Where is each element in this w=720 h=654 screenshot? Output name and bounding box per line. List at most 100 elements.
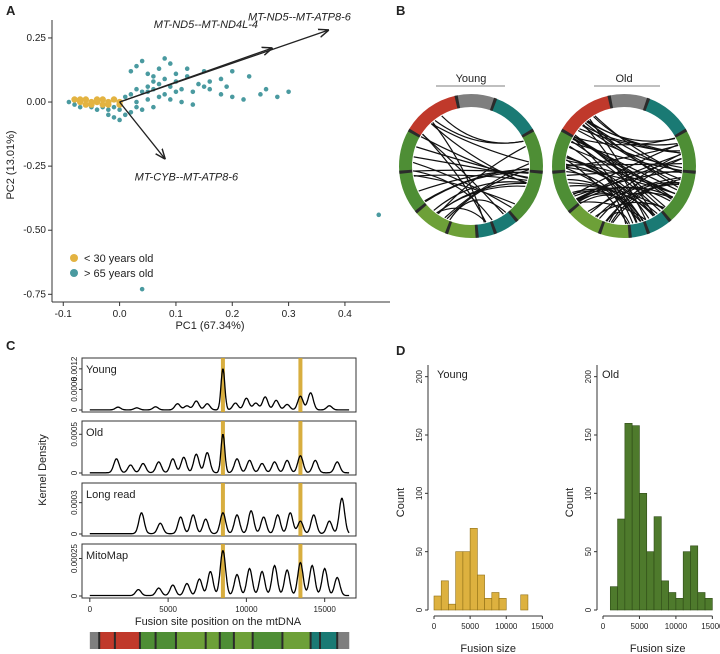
data-point-young [82, 96, 90, 103]
chord-link [413, 174, 516, 205]
chord-link [413, 156, 529, 178]
y-axis-label-c: Kernel Density [37, 434, 49, 506]
data-point-old [179, 99, 184, 105]
histogram-bar [624, 423, 633, 611]
y-tick-label-c: 0.00025 [70, 543, 79, 572]
histogram-bar [455, 551, 464, 611]
data-point-old [139, 89, 145, 95]
data-point-old [224, 84, 229, 89]
density-series-label: Old [86, 427, 103, 439]
x-tick-label-d: 15000 [701, 622, 720, 631]
x-axis-label-a: PC1 (67.34%) [175, 320, 244, 332]
chord-segment-grey [456, 94, 496, 111]
y-tick-label-d: 100 [415, 486, 424, 500]
loading-label: MT-ND5--MT-ATP8-6 [248, 11, 352, 23]
chord-boundary [444, 220, 453, 235]
histogram-bar [682, 551, 691, 611]
chord-boundary [627, 224, 632, 238]
loading-arrow [119, 101, 165, 158]
genome-segment [139, 632, 156, 649]
chord-link [577, 129, 683, 169]
chord-segment-green-left [552, 130, 579, 213]
x-tick-label-d: 0 [432, 622, 437, 631]
histogram-bar [609, 586, 618, 611]
genome-segment [99, 632, 115, 649]
histogram-bar [433, 595, 442, 611]
chord-link [610, 183, 680, 223]
chord-boundary [660, 210, 672, 223]
density-curve [89, 368, 350, 411]
histogram-bar [697, 592, 706, 611]
chord-boundary [682, 169, 696, 174]
histogram-bar [646, 551, 655, 611]
histogram-bar [462, 551, 471, 611]
histogram-bar [704, 598, 713, 611]
data-point-old [145, 84, 151, 89]
data-point-old [168, 61, 173, 66]
density-frame [81, 482, 357, 537]
data-point-old [145, 71, 151, 77]
density-panel-mitomap: 0 0.00025 MitoMap [70, 543, 357, 599]
legend-a: < 30 years old > 65 years old [70, 253, 153, 280]
chord-link [431, 123, 530, 163]
data-point-old [128, 68, 134, 74]
x-tick-label-c: 5000 [159, 605, 177, 614]
genome-segment [175, 632, 206, 649]
x-axis-label-d: Fusion size [630, 643, 686, 654]
y-tick-label-c: 0.0006 [70, 377, 79, 402]
histogram-bar [690, 545, 699, 611]
data-point-old [218, 76, 224, 82]
density-curve [89, 497, 350, 535]
data-point-young [99, 96, 106, 103]
data-point-old [190, 89, 196, 95]
x-tick-label-d: 5000 [631, 622, 649, 631]
y-tick-label-a: -0.25 [23, 161, 46, 172]
density-curve [89, 433, 350, 474]
data-point-old [122, 94, 128, 100]
chord-segment-teal-bottom [629, 211, 671, 238]
legend-swatch-young [70, 254, 78, 262]
data-point-old [94, 107, 100, 113]
chord-link [449, 199, 507, 221]
chord-boundary [529, 169, 543, 174]
histogram-bar [653, 516, 662, 611]
genome-segment [114, 632, 140, 649]
chord-segment-red [408, 95, 459, 137]
y-tick-label-c: 0 [70, 407, 79, 412]
data-point-old [111, 104, 117, 110]
x-axis-label-c: Fusion site position on the mtDNA [135, 616, 302, 628]
data-point-young [82, 101, 90, 108]
chord-link [575, 153, 682, 200]
data-point-old [139, 58, 145, 64]
chord-link [565, 159, 629, 225]
x-tick-label-a: 0.1 [169, 309, 183, 320]
chord-diagram-old [552, 93, 696, 238]
data-point-old [246, 74, 252, 79]
chord-link [574, 169, 682, 197]
histogram-bar [661, 580, 669, 611]
chord-link [572, 137, 672, 200]
chord-segment-green-bottom [568, 203, 631, 238]
chord-segment-green-right [508, 130, 543, 222]
data-point-old [151, 74, 156, 79]
y-axis-label-d: Count [564, 488, 576, 517]
panel-label-a: A [6, 3, 16, 18]
density-frame [81, 420, 357, 476]
x-tick-label-a: -0.1 [55, 309, 73, 320]
chord-link [612, 178, 681, 224]
loading-arrow [119, 30, 328, 103]
data-point-old [134, 104, 139, 110]
data-point-old [275, 94, 280, 100]
y-tick-label-d: 150 [584, 428, 593, 442]
chord-link [606, 211, 631, 224]
data-point-old [145, 97, 151, 102]
density-frame [81, 543, 357, 599]
data-point-old [229, 94, 235, 100]
genome-boundary [232, 632, 235, 649]
histogram-bar [639, 493, 648, 611]
histogram-bar [448, 603, 456, 611]
genome-boundary [98, 632, 101, 649]
